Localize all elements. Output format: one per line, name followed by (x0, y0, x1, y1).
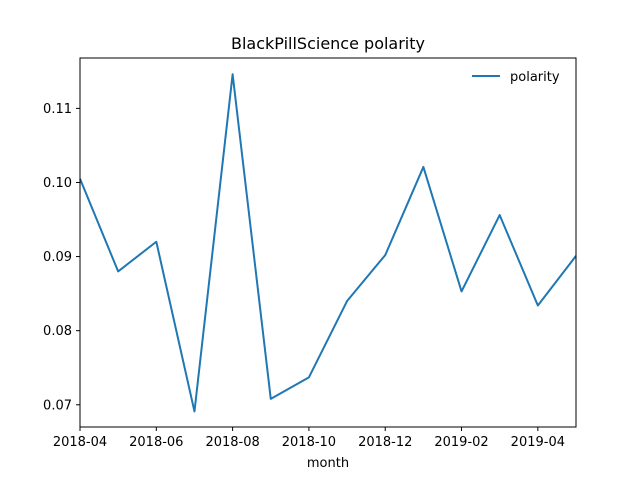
y-tick-label: 0.11 (43, 102, 72, 117)
plot-area (79, 57, 577, 428)
y-axis: 0.07 0.08 0.09 0.10 0.11 (43, 102, 80, 413)
x-tick-label: 2018-06 (129, 435, 183, 450)
y-tick-label: 0.10 (43, 176, 72, 191)
series-line-0 (79, 73, 577, 413)
x-tick-label: 2019-02 (434, 435, 488, 450)
series-layer (79, 73, 577, 413)
y-tick-label: 0.07 (43, 398, 72, 413)
x-axis: 2018-04 2018-06 2018-08 2018-10 2018-12 2019-… (53, 427, 565, 450)
x-tick-label: 2018-12 (358, 435, 412, 450)
y-tick-label: 0.09 (43, 250, 72, 265)
plot-frame (79, 57, 577, 428)
x-axis-label: month (307, 456, 349, 471)
legend-label: polarity (510, 70, 560, 85)
chart-title: BlackPillScience polarity (231, 34, 425, 53)
y-tick-label: 0.08 (43, 324, 72, 339)
x-tick-label: 2018-04 (53, 435, 107, 450)
x-tick-label: 2018-08 (205, 435, 259, 450)
legend: polarity (472, 70, 560, 85)
x-tick-label: 2018-10 (282, 435, 336, 450)
x-tick-label: 2019-04 (511, 435, 565, 450)
